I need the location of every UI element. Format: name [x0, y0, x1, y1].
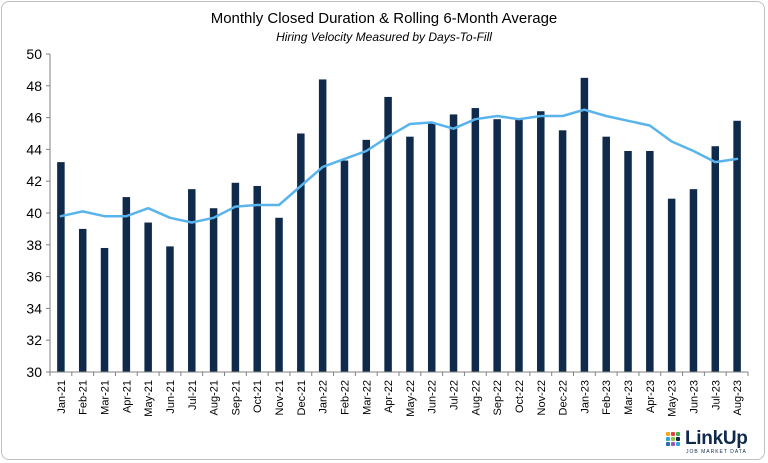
y-tick-label: 44: [26, 141, 42, 157]
bar: [449, 114, 458, 373]
x-tick-label: Aug-21: [209, 380, 221, 415]
bar: [122, 197, 131, 372]
x-tick-label: Mar-22: [361, 380, 373, 415]
x-tick-label: Jan-23: [579, 380, 591, 414]
bar: [78, 228, 87, 372]
bar: [340, 160, 349, 372]
x-tick-label: Feb-22: [339, 380, 351, 415]
y-tick-label: 42: [26, 173, 42, 189]
x-tick-label: Dec-21: [296, 380, 308, 415]
x-tick-label: May-22: [405, 380, 417, 417]
y-tick-label: 34: [26, 300, 42, 316]
logo-dot: [671, 437, 675, 441]
bar: [57, 162, 65, 372]
logo-dot: [666, 432, 670, 436]
x-tick-label: Mar-21: [100, 380, 112, 415]
x-tick-label: Aug-23: [732, 380, 744, 415]
x-tick-label: Aug-22: [470, 380, 482, 415]
x-tick-label: Sep-22: [492, 380, 504, 415]
logo-tagline: JOB MARKET DATA: [686, 449, 747, 455]
bar: [667, 198, 676, 372]
x-tick-label: Apr-21: [121, 380, 133, 413]
x-tick-label: Jun-21: [165, 380, 177, 414]
logo-dot: [671, 442, 675, 446]
bar: [166, 246, 174, 372]
y-tick-label: 38: [26, 237, 42, 253]
logo-name: LinkUp: [685, 428, 748, 449]
bar: [231, 182, 240, 372]
y-tick-label: 30: [26, 364, 42, 380]
x-tick-label: Sep-21: [230, 380, 242, 415]
x-tick-label: Jun-23: [688, 380, 700, 414]
x-tick-label: Jul-23: [710, 380, 722, 410]
bar: [493, 119, 501, 372]
chart-title: Monthly Closed Duration & Rolling 6-Mont…: [210, 10, 558, 27]
bar: [253, 185, 261, 372]
x-tick-label: Jun-22: [427, 380, 439, 414]
bar: [318, 79, 327, 372]
x-tick-label: Feb-23: [601, 380, 613, 415]
x-tick-label: May-21: [143, 380, 155, 417]
logo-dot: [666, 442, 670, 446]
x-tick-label: Jan-21: [56, 380, 68, 414]
y-tick-label: 32: [26, 332, 42, 348]
bar: [406, 136, 414, 372]
bar: [537, 111, 545, 373]
line-series: [59, 108, 739, 224]
bar: [471, 108, 480, 372]
y-tick-label: 46: [26, 110, 42, 126]
y-tick-label: 36: [26, 269, 42, 285]
x-tick-label: Oct-22: [514, 380, 526, 413]
bar: [384, 96, 392, 373]
bar: [297, 133, 305, 372]
x-tick-label: Jul-22: [449, 380, 461, 410]
bar: [275, 217, 283, 372]
bar: [188, 189, 196, 372]
bar: [602, 136, 610, 372]
y-tick-label: 48: [26, 78, 42, 94]
bar: [711, 146, 720, 372]
x-tick-label: Apr-22: [383, 380, 395, 413]
bar: [689, 189, 698, 372]
linkup-logo: LinkUp JOB MARKET DATA: [666, 428, 762, 458]
x-tick-label: Dec-22: [558, 380, 570, 415]
bar: [580, 77, 589, 372]
logo-dot: [671, 432, 675, 436]
x-tick-label: Oct-21: [252, 380, 264, 413]
x-tick-label: Feb-21: [78, 380, 90, 415]
bar: [558, 130, 567, 372]
y-tick-label: 40: [26, 205, 42, 221]
x-axis: Jan-21 Feb-21 Mar-21 Apr-21 May-21 Jun-21 Jul-…: [49, 371, 749, 417]
x-tick-label: Mar-23: [623, 380, 635, 415]
bar: [624, 150, 632, 372]
logo-dot: [676, 437, 680, 441]
bar: [515, 119, 523, 372]
logo-dot: [676, 442, 680, 446]
x-tick-label: Nov-22: [536, 380, 548, 415]
bar: [100, 247, 109, 372]
logo-dot: [666, 437, 670, 441]
y-tick-label: 50: [26, 46, 42, 62]
bar: [144, 222, 152, 372]
x-tick-label: Jan-22: [318, 380, 330, 414]
x-tick-label: Nov-21: [274, 380, 286, 415]
logo-dots-icon: [666, 432, 682, 448]
bar-series: [57, 77, 741, 373]
x-tick-label: Apr-23: [645, 380, 657, 413]
bar: [733, 120, 741, 372]
bar: [646, 150, 654, 372]
logo-dot: [676, 432, 680, 436]
chart-subtitle: Hiring Velocity Measured by Days-To-Fill: [276, 30, 492, 44]
rolling-average-line: [59, 108, 739, 224]
y-axis: 30 32 34 36 38 40 42 44 46 48 50: [26, 46, 51, 380]
x-tick-label: May-23: [667, 380, 679, 417]
bar: [427, 122, 436, 373]
bar: [362, 139, 371, 372]
bar: [209, 208, 218, 372]
x-tick-label: Jul-21: [187, 380, 199, 410]
